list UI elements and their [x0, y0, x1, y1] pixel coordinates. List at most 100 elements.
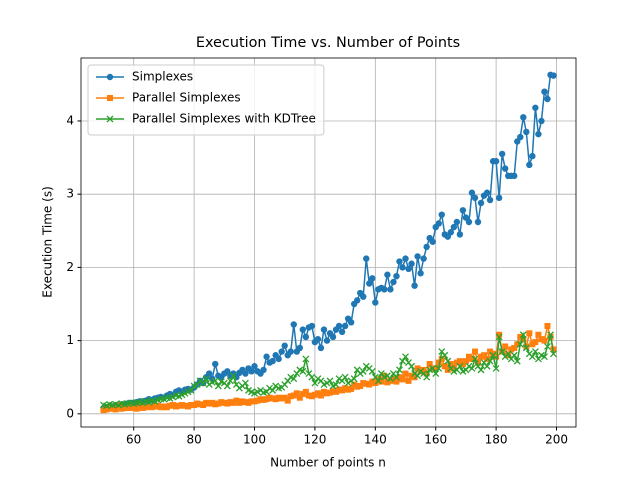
marker: [133, 405, 140, 412]
marker: [402, 255, 409, 262]
marker: [390, 278, 397, 286]
marker: [517, 133, 524, 141]
marker: [233, 397, 240, 404]
marker: [535, 331, 542, 338]
marker: [498, 348, 506, 356]
marker: [408, 260, 415, 267]
marker: [438, 211, 445, 218]
marker: [498, 150, 506, 158]
marker: [516, 340, 524, 348]
marker: [511, 172, 518, 180]
marker: [435, 359, 442, 366]
marker: [269, 386, 277, 394]
marker: [118, 405, 125, 412]
marker: [393, 378, 400, 385]
marker: [429, 238, 436, 245]
marker: [450, 365, 457, 372]
x-tick-label: 200: [545, 433, 568, 447]
marker: [348, 385, 355, 392]
x-tick-label: 180: [485, 433, 508, 447]
marker: [423, 373, 431, 381]
marker: [514, 341, 521, 348]
marker: [399, 376, 406, 383]
marker: [124, 404, 131, 411]
marker: [326, 377, 334, 385]
marker: [317, 344, 325, 352]
marker: [139, 404, 146, 411]
marker: [320, 388, 327, 395]
marker: [227, 399, 234, 406]
marker: [529, 152, 536, 160]
marker: [290, 321, 297, 328]
marker: [456, 358, 463, 365]
marker: [363, 380, 370, 387]
marker: [211, 377, 219, 385]
marker: [145, 403, 152, 410]
marker: [502, 343, 509, 350]
marker: [187, 386, 195, 394]
marker: [426, 361, 433, 368]
marker: [550, 350, 557, 358]
marker: [384, 379, 391, 386]
marker: [342, 385, 349, 392]
marker: [347, 319, 355, 326]
marker: [293, 390, 300, 397]
marker: [368, 367, 376, 375]
marker: [136, 403, 143, 410]
marker: [290, 375, 298, 383]
marker: [535, 130, 542, 138]
series: [100, 331, 557, 410]
marker: [547, 331, 554, 339]
marker: [387, 377, 394, 384]
marker: [396, 366, 403, 374]
marker: [127, 404, 134, 411]
marker: [245, 399, 252, 406]
marker: [510, 351, 518, 359]
marker: [106, 73, 114, 81]
marker: [359, 367, 367, 375]
marker: [248, 398, 255, 405]
x-tick-label: 80: [186, 433, 201, 447]
marker: [100, 407, 107, 414]
marker: [218, 399, 225, 406]
marker: [103, 406, 110, 413]
marker: [366, 381, 373, 388]
marker: [221, 399, 228, 406]
marker: [423, 370, 430, 377]
marker: [275, 355, 282, 363]
marker: [151, 403, 158, 410]
marker: [230, 399, 237, 406]
marker: [468, 355, 475, 362]
marker: [338, 328, 346, 336]
marker: [483, 362, 491, 370]
marker: [209, 399, 216, 406]
plot-frame: [80, 57, 577, 428]
marker: [486, 196, 494, 204]
marker: [302, 388, 309, 395]
marker: [269, 357, 276, 365]
marker: [311, 379, 319, 387]
marker: [299, 391, 306, 398]
marker: [296, 344, 304, 352]
legend: Simplexes Parallel Simplexes Parallel Simp…: [87, 64, 325, 136]
marker: [408, 362, 416, 370]
marker: [299, 326, 307, 333]
marker: [314, 390, 321, 397]
marker: [257, 396, 264, 403]
marker: [305, 392, 312, 399]
marker: [214, 382, 222, 390]
marker: [229, 372, 237, 380]
marker: [223, 382, 231, 390]
marker: [532, 339, 539, 346]
legend-label: Parallel Simplexes with KDTree: [132, 112, 316, 126]
marker: [353, 297, 361, 304]
marker: [202, 375, 210, 383]
marker: [522, 344, 530, 352]
marker: [541, 88, 548, 95]
marker: [166, 402, 173, 409]
marker: [384, 271, 391, 278]
marker: [468, 189, 476, 196]
marker: [260, 366, 267, 374]
x-tick-label: 120: [303, 433, 326, 447]
